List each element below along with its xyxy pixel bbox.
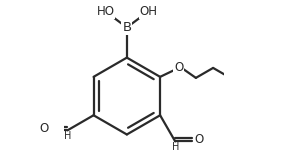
Text: H: H: [172, 142, 179, 152]
Text: O: O: [39, 122, 48, 135]
Text: OH: OH: [139, 5, 157, 18]
Text: O: O: [194, 133, 203, 146]
Text: O: O: [174, 61, 183, 74]
Text: HO: HO: [96, 5, 115, 18]
Text: H: H: [64, 131, 71, 141]
Text: B: B: [122, 21, 131, 34]
